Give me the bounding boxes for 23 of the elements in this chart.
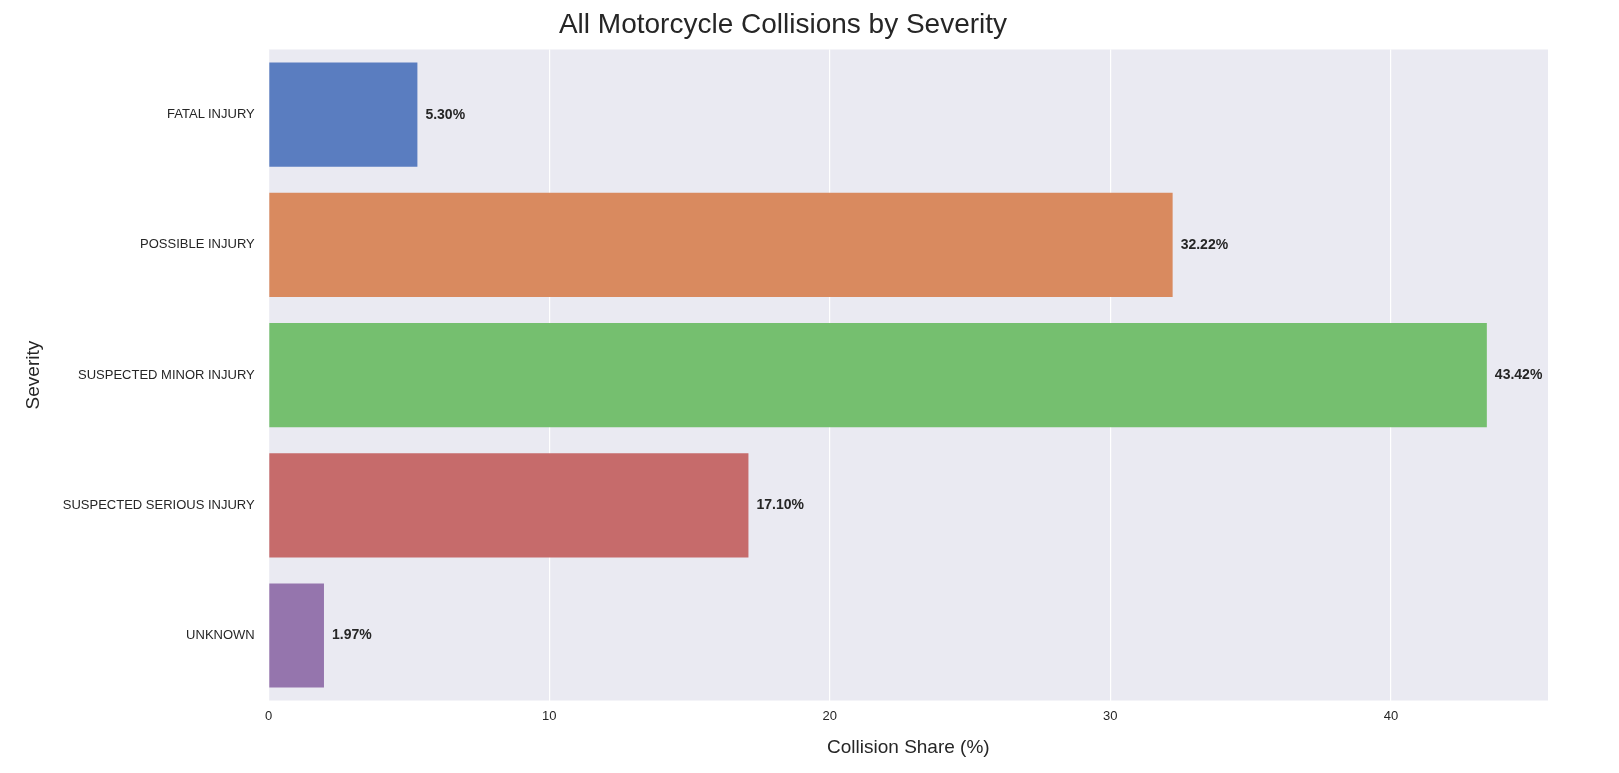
data-label: 1.97% bbox=[331, 626, 373, 643]
x-axis-title: Collision Share (%) bbox=[827, 735, 990, 757]
y-tick-label: UNKNOWN bbox=[186, 627, 255, 643]
bar bbox=[269, 62, 418, 167]
x-tick-label: 30 bbox=[1103, 707, 1118, 723]
x-tick-label: 0 bbox=[265, 707, 273, 723]
y-tick-label: FATAL INJURY bbox=[167, 106, 256, 122]
bar bbox=[269, 192, 1173, 297]
data-label: 43.42% bbox=[1494, 365, 1543, 382]
y-tick-label: SUSPECTED MINOR INJURY bbox=[77, 366, 256, 382]
bar bbox=[269, 323, 1487, 428]
data-label: 5.30% bbox=[425, 105, 466, 122]
y-tick-label: POSSIBLE INJURY bbox=[140, 236, 256, 252]
x-tick-label: 10 bbox=[542, 707, 557, 723]
bar bbox=[269, 583, 324, 688]
data-label: 32.22% bbox=[1180, 235, 1229, 252]
y-axis-title: Severity bbox=[21, 340, 43, 410]
data-label: 17.10% bbox=[756, 496, 805, 513]
chart-title: All Motorcycle Collisions by Severity bbox=[558, 7, 1008, 39]
bar bbox=[269, 453, 749, 558]
y-tick-label: SUSPECTED SERIOUS INJURY bbox=[62, 496, 256, 512]
x-tick-label: 20 bbox=[822, 707, 838, 723]
x-tick-label: 40 bbox=[1383, 707, 1399, 723]
